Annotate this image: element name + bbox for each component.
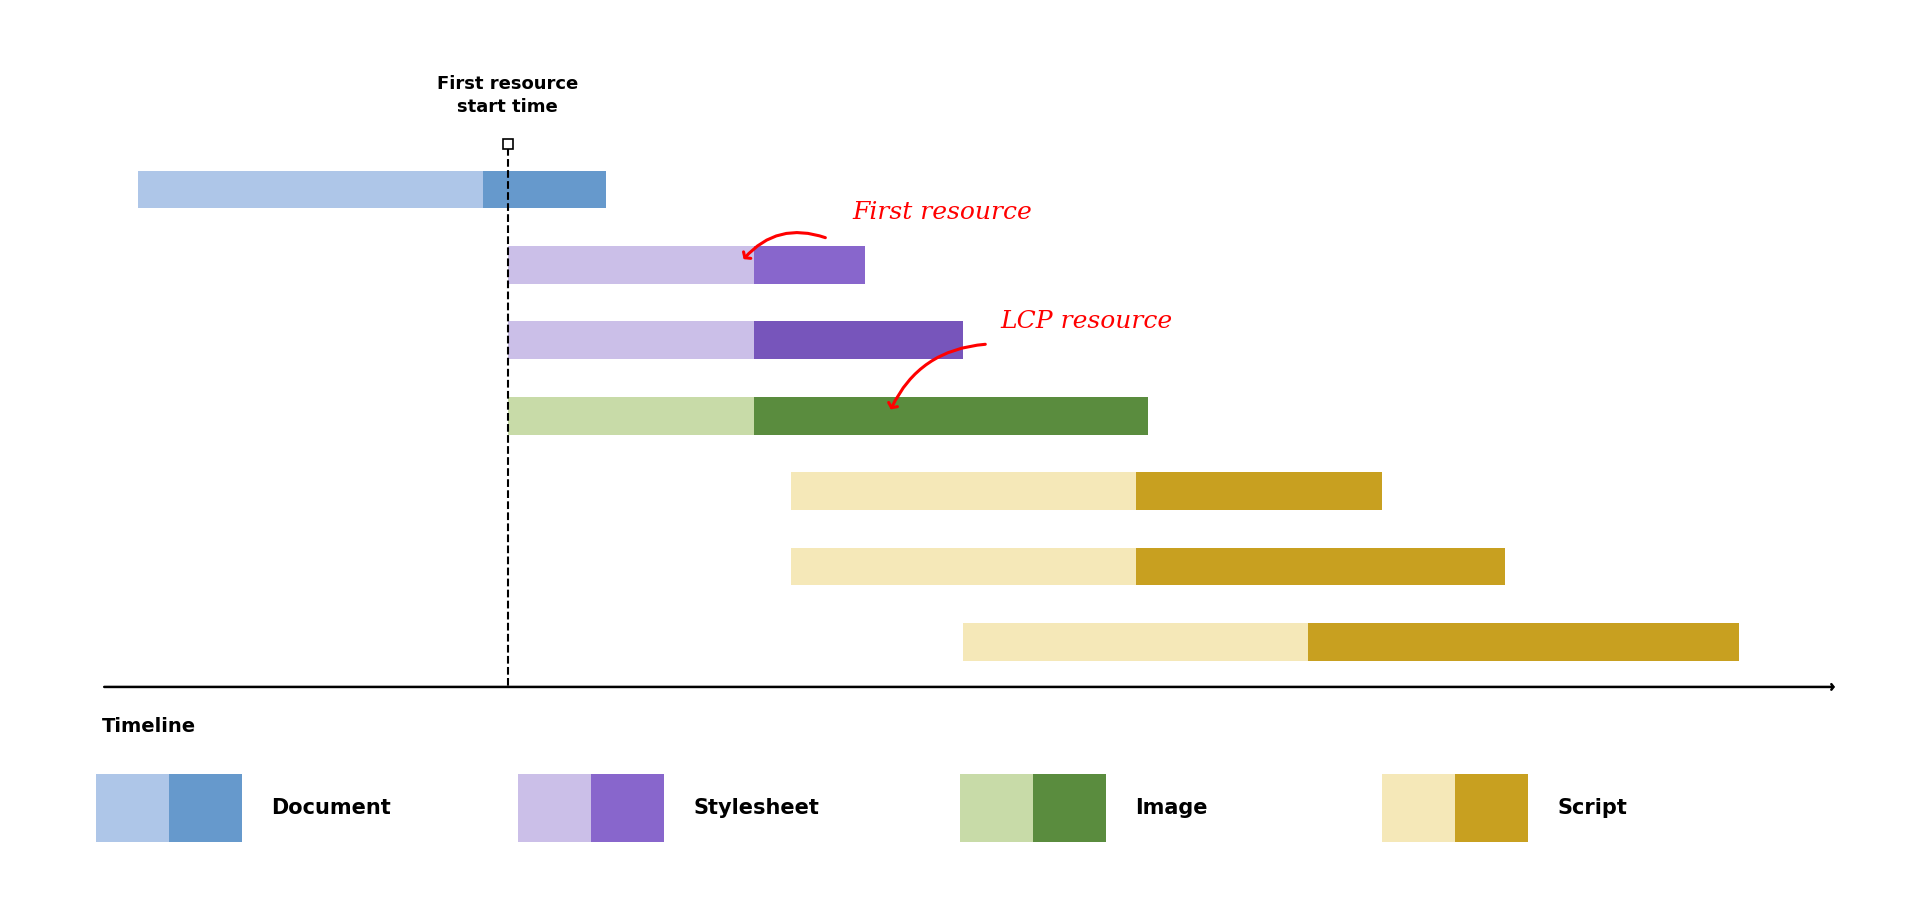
Bar — [169, 774, 242, 842]
Bar — [507, 321, 755, 359]
Bar — [791, 547, 1137, 585]
Bar — [1382, 774, 1455, 842]
Bar — [964, 623, 1308, 661]
Bar — [484, 171, 607, 209]
Bar — [507, 397, 755, 435]
Bar — [138, 171, 484, 209]
Bar — [755, 246, 864, 284]
Bar — [518, 774, 591, 842]
Bar — [96, 774, 169, 842]
Bar — [791, 472, 1137, 510]
Bar — [755, 321, 964, 359]
Text: Timeline: Timeline — [102, 717, 196, 736]
Bar — [755, 397, 1148, 435]
Text: First resource: First resource — [852, 201, 1033, 223]
Text: Script: Script — [1557, 798, 1626, 818]
Bar — [1137, 472, 1382, 510]
Bar — [960, 774, 1033, 842]
Text: First resource
start time: First resource start time — [438, 75, 578, 116]
Bar — [1455, 774, 1528, 842]
Bar — [1137, 547, 1505, 585]
Text: Image: Image — [1135, 798, 1208, 818]
Bar — [507, 246, 755, 284]
Text: Document: Document — [271, 798, 390, 818]
Bar — [1308, 623, 1740, 661]
Text: Stylesheet: Stylesheet — [693, 798, 820, 818]
Text: LCP resource: LCP resource — [1000, 310, 1173, 333]
Bar — [591, 774, 664, 842]
Bar — [1033, 774, 1106, 842]
